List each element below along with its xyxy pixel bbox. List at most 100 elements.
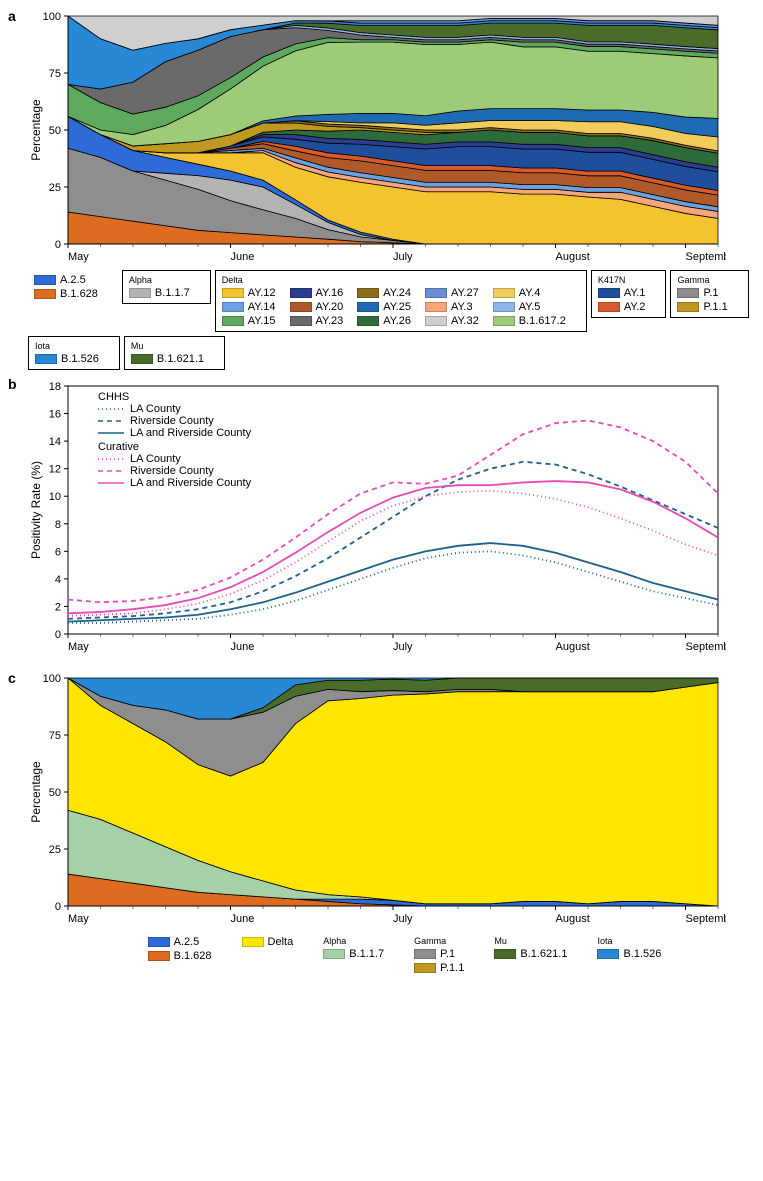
- svg-text:May: May: [68, 913, 89, 925]
- svg-text:10: 10: [49, 491, 61, 503]
- legend-group: GammaP.1P.1.1: [408, 932, 484, 978]
- legend-item: AY.26: [357, 315, 411, 327]
- legend-label: P.1: [440, 948, 455, 960]
- legend-label: B.1.628: [60, 288, 98, 300]
- legend-label: AY.25: [383, 301, 411, 313]
- line-Curative-LA and Riverside County: [68, 481, 718, 613]
- line-Curative-Riverside County: [68, 420, 718, 602]
- svg-text:August: August: [556, 251, 590, 263]
- svg-text:Curative: Curative: [98, 441, 139, 453]
- legend-label: A.2.5: [60, 274, 86, 286]
- legend-label: P.1.1: [703, 301, 727, 313]
- svg-text:6: 6: [55, 546, 61, 558]
- panel-b: b 024681012141618MayJuneJulyAugustSeptem…: [8, 376, 755, 666]
- legend-item: B.1.526: [597, 948, 661, 960]
- legend-group-title: Alpha: [129, 275, 204, 285]
- legend-label: AY.23: [316, 315, 344, 327]
- legend-swatch: [290, 288, 312, 298]
- legend-label: AY.32: [451, 315, 479, 327]
- legend-item: AY.24: [357, 287, 411, 299]
- panel-c: c 0255075100MayJuneJulyAugustSeptemberPe…: [8, 670, 755, 980]
- svg-text:8: 8: [55, 519, 61, 531]
- legend-label: B.1.1.7: [155, 287, 190, 299]
- legend-swatch: [129, 288, 151, 298]
- svg-text:July: July: [393, 913, 413, 925]
- legend-swatch: [357, 316, 379, 326]
- legend-item: B.1.621.1: [494, 948, 567, 960]
- legend-label: AY.26: [383, 315, 411, 327]
- legend-group-title: Alpha: [323, 936, 398, 946]
- legend-group-title: K417N: [598, 275, 660, 285]
- legend-group: DeltaAY.12AY.14AY.15AY.16AY.20AY.23AY.24…: [215, 270, 587, 332]
- svg-text:CHHS: CHHS: [98, 391, 129, 403]
- chart-b-svg: 024681012141618MayJuneJulyAugustSeptembe…: [26, 376, 726, 666]
- svg-text:June: June: [231, 913, 255, 925]
- legend-label: B.1.621.1: [157, 353, 204, 365]
- legend-item: A.2.5: [34, 274, 98, 286]
- legend-swatch: [425, 288, 447, 298]
- legend-swatch: [34, 289, 56, 299]
- legend-group: Alpha B.1.1.7: [122, 270, 211, 304]
- legend-swatch: [34, 275, 56, 285]
- legend-label: AY.16: [316, 287, 344, 299]
- chart-a-svg: 0255075100MayJuneJulyAugustSeptemberPerc…: [26, 8, 726, 268]
- panel-c-label: c: [8, 670, 16, 686]
- svg-text:June: June: [231, 641, 255, 653]
- panel-a: a 0255075100MayJuneJulyAugustSeptemberPe…: [8, 8, 755, 372]
- legend-item: AY.23: [290, 315, 344, 327]
- svg-text:4: 4: [55, 574, 61, 586]
- legend-item: B.1.628: [148, 950, 212, 962]
- legend-item: B.1.628: [34, 288, 98, 300]
- svg-text:50: 50: [49, 125, 61, 137]
- legend-swatch: [290, 302, 312, 312]
- legend-swatch: [677, 302, 699, 312]
- panel-b-label: b: [8, 376, 17, 392]
- legend-label: AY.14: [248, 301, 276, 313]
- legend-label: AY.4: [519, 287, 541, 299]
- legend-group: Mu B.1.621.1: [488, 932, 587, 964]
- legend-item: Delta: [242, 936, 294, 948]
- legend-label: Delta: [268, 936, 294, 948]
- legend-label: P.1: [703, 287, 718, 299]
- legend-label: B.1.621.1: [520, 948, 567, 960]
- legend-item: AY.27: [425, 287, 479, 299]
- legend-item: AY.15: [222, 315, 276, 327]
- legend-item: AY.12: [222, 287, 276, 299]
- legend-group: IotaB.1.526: [28, 336, 120, 370]
- legend-swatch: [357, 288, 379, 298]
- svg-text:June: June: [231, 251, 255, 263]
- legend-group-title: Mu: [494, 936, 581, 946]
- legend-group-title: Iota: [597, 936, 675, 946]
- legend-group: A.2.5 B.1.628: [142, 932, 232, 966]
- legend-item: AY.32: [425, 315, 479, 327]
- svg-text:May: May: [68, 251, 89, 263]
- legend-item: B.1.1.7: [129, 287, 190, 299]
- legend-group: A.2.5 B.1.628: [28, 270, 118, 304]
- legend-item: AY.16: [290, 287, 344, 299]
- legend-group-title: Iota: [35, 341, 113, 351]
- svg-text:0: 0: [55, 901, 61, 913]
- legend-group: K417N AY.1 AY.2: [591, 270, 667, 318]
- svg-text:LA and Riverside County: LA and Riverside County: [130, 477, 252, 489]
- svg-text:16: 16: [49, 409, 61, 421]
- legend-swatch: [493, 302, 515, 312]
- legend-swatch: [414, 949, 436, 959]
- legend-swatch: [494, 949, 516, 959]
- legend-label: AY.5: [519, 301, 541, 313]
- svg-text:Riverside County: Riverside County: [130, 465, 214, 477]
- svg-text:August: August: [556, 641, 590, 653]
- svg-text:September: September: [686, 251, 727, 263]
- legend-label: AY.2: [624, 301, 646, 313]
- legend-item: P.1.1: [414, 962, 464, 974]
- legend-swatch: [425, 316, 447, 326]
- svg-text:100: 100: [43, 673, 61, 685]
- legend-item: AY.1: [598, 287, 646, 299]
- legend-item: A.2.5: [148, 936, 212, 948]
- legend-swatch: [414, 963, 436, 973]
- legend-label: P.1.1: [440, 962, 464, 974]
- legend-group-title: Mu: [131, 341, 218, 351]
- legend-item: P.1: [677, 287, 727, 299]
- legend-label: AY.12: [248, 287, 276, 299]
- line-Curative-LA County: [68, 491, 718, 616]
- panel-a-label: a: [8, 8, 16, 24]
